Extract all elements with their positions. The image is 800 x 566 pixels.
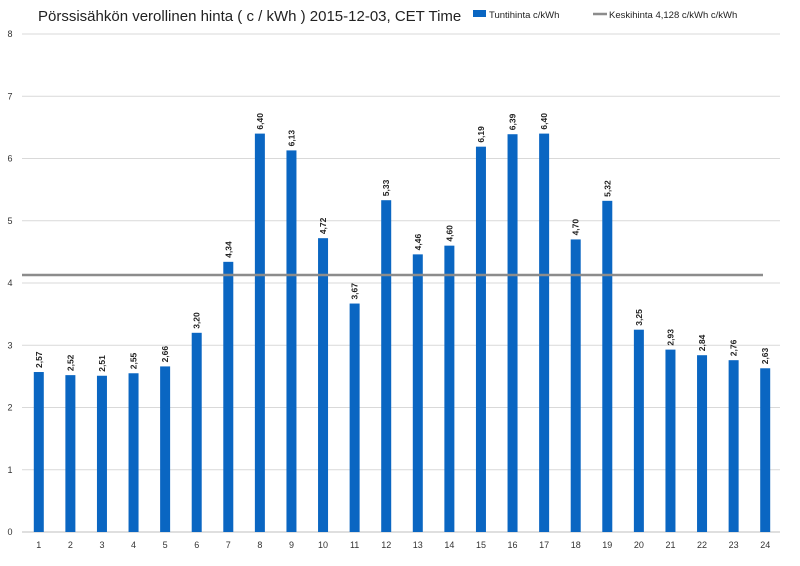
- x-tick-label: 18: [571, 540, 581, 550]
- data-label: 3,25: [634, 309, 644, 326]
- x-tick-label: 9: [289, 540, 294, 550]
- y-tick-label: 2: [7, 403, 12, 413]
- legend-swatch-bar: [473, 10, 486, 17]
- x-tick-label: 16: [508, 540, 518, 550]
- data-label: 6,13: [286, 130, 296, 147]
- bar: [128, 373, 139, 532]
- x-tick-label: 2: [68, 540, 73, 550]
- x-tick-label: 17: [539, 540, 549, 550]
- bar: [665, 349, 676, 532]
- x-tick-label: 24: [760, 540, 770, 550]
- bar: [96, 375, 107, 532]
- bar: [160, 366, 171, 532]
- legend-label-bar: Tuntihinta c/kWh: [489, 10, 559, 21]
- x-tick-label: 10: [318, 540, 328, 550]
- data-label: 2,52: [65, 354, 75, 371]
- data-label: 2,57: [34, 351, 44, 368]
- data-label: 2,63: [760, 347, 770, 364]
- data-label: 2,55: [129, 352, 139, 369]
- legend: Tuntihinta c/kWh Keskihinta 4,128 c/kWh …: [473, 10, 737, 21]
- x-tick-label: 21: [665, 540, 675, 550]
- x-tick-label: 22: [697, 540, 707, 550]
- x-tick-label: 7: [226, 540, 231, 550]
- x-tick-label: 14: [444, 540, 454, 550]
- data-label: 6,40: [539, 113, 549, 130]
- data-label: 4,60: [444, 225, 454, 242]
- x-tick-label: 23: [729, 540, 739, 550]
- x-tick-label: 8: [257, 540, 262, 550]
- data-label: 2,66: [160, 346, 170, 363]
- x-tick-label: 13: [413, 540, 423, 550]
- y-tick-label: 8: [7, 29, 12, 39]
- x-tick-label: 15: [476, 540, 486, 550]
- bar: [760, 368, 771, 532]
- bar: [697, 355, 708, 532]
- bar: [444, 245, 455, 532]
- bar: [507, 134, 518, 532]
- data-label: 4,46: [413, 234, 423, 251]
- bar: [286, 150, 297, 532]
- data-label: 2,51: [97, 355, 107, 372]
- chart-title: Pörssisähkön verollinen hinta ( c / kWh …: [38, 8, 461, 25]
- data-label: 2,76: [729, 339, 739, 356]
- y-tick-label: 7: [7, 91, 12, 101]
- data-label: 6,19: [476, 126, 486, 143]
- bar: [318, 238, 329, 532]
- x-tick-label: 11: [350, 540, 359, 550]
- data-label: 2,84: [697, 334, 707, 351]
- x-tick-label: 1: [36, 540, 41, 550]
- x-tick-label: 19: [602, 540, 612, 550]
- bar: [191, 332, 202, 532]
- bar: [381, 200, 392, 532]
- x-tick-label: 12: [381, 540, 391, 550]
- data-label: 2,93: [665, 329, 675, 346]
- data-label: 6,39: [508, 113, 518, 130]
- bar: [475, 146, 486, 533]
- data-label: 5,33: [381, 179, 391, 196]
- bar: [65, 375, 76, 532]
- bar: [412, 254, 423, 533]
- bar: [349, 303, 360, 532]
- bar: [254, 133, 265, 532]
- x-tick-label: 4: [131, 540, 136, 550]
- bar: [539, 133, 550, 532]
- y-tick-label: 5: [7, 216, 12, 226]
- x-tick-label: 20: [634, 540, 644, 550]
- y-tick-label: 6: [7, 154, 12, 164]
- bar: [223, 261, 234, 532]
- y-tick-label: 3: [7, 340, 12, 350]
- bar: [570, 239, 581, 533]
- y-tick-label: 4: [7, 278, 12, 288]
- x-tick-label: 5: [163, 540, 168, 550]
- y-tick-label: 1: [7, 465, 12, 475]
- legend-label-line: Keskihinta 4,128 c/kWh c/kWh: [609, 10, 737, 21]
- bar: [33, 372, 44, 532]
- bar: [633, 329, 644, 532]
- data-label: 3,67: [350, 283, 360, 300]
- data-label: 4,34: [223, 241, 233, 258]
- bar: [602, 200, 613, 532]
- x-tick-label: 3: [99, 540, 104, 550]
- data-label: 4,70: [571, 219, 581, 236]
- data-label: 5,32: [602, 180, 612, 197]
- data-label: 3,20: [192, 312, 202, 329]
- bar: [728, 360, 739, 532]
- data-label: 4,72: [318, 217, 328, 234]
- data-label: 6,40: [255, 113, 265, 130]
- y-tick-label: 0: [7, 527, 12, 537]
- x-tick-label: 6: [194, 540, 199, 550]
